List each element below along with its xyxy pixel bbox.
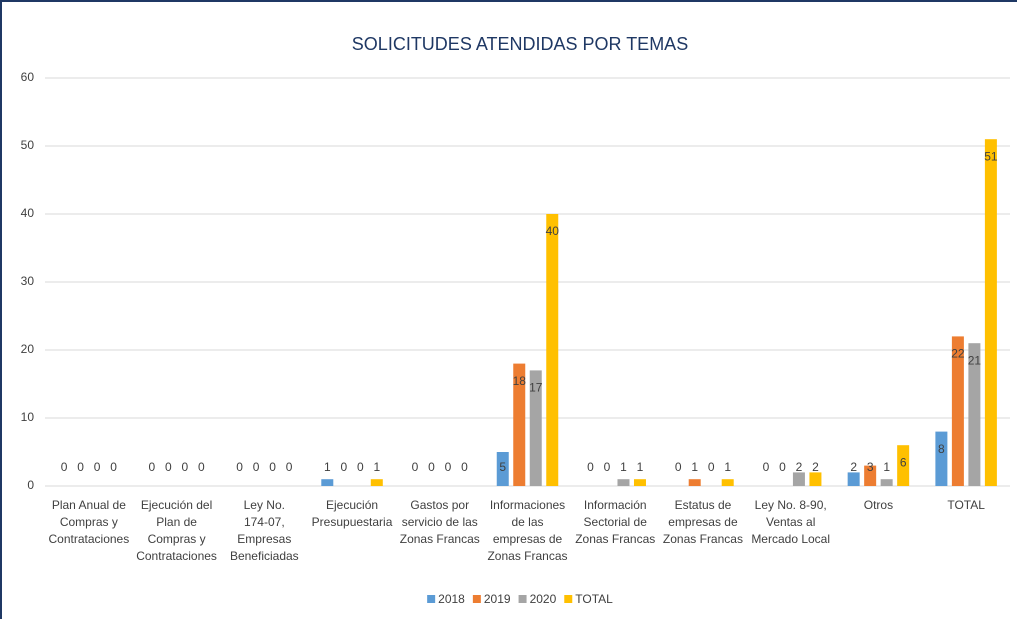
bar: [847, 472, 860, 486]
data-label: 21: [968, 353, 982, 367]
data-label: 1: [883, 460, 890, 474]
data-label: 0: [461, 460, 468, 474]
data-label: 17: [529, 381, 543, 395]
data-label: 0: [110, 460, 117, 474]
data-label: 1: [691, 460, 698, 474]
data-label: 0: [236, 460, 243, 474]
bar: [968, 343, 981, 486]
data-label: 2: [812, 460, 819, 474]
bar: [370, 479, 383, 486]
x-tick-label: Ejecución Presupuestaria: [312, 498, 393, 529]
data-label: 0: [61, 460, 68, 474]
y-tick-label: 0: [27, 478, 34, 492]
data-label: 0: [165, 460, 172, 474]
bar: [935, 431, 948, 486]
bar: [984, 139, 997, 486]
bar: [513, 363, 526, 486]
data-label: 0: [148, 460, 155, 474]
legend-label: 2019: [484, 592, 511, 606]
legend-swatch: [518, 595, 527, 603]
bar: [617, 479, 630, 486]
y-tick-label: 50: [21, 138, 35, 152]
data-label: 1: [637, 460, 644, 474]
data-label: 0: [445, 460, 452, 474]
x-tick-label: Información Sectorial de Zonas Francas: [575, 498, 655, 546]
bar: [809, 472, 822, 486]
data-label: 0: [253, 460, 260, 474]
y-tick-label: 20: [21, 342, 35, 356]
bar: [897, 445, 910, 486]
data-label: 0: [77, 460, 84, 474]
data-label: 0: [675, 460, 682, 474]
bar: [546, 214, 559, 486]
data-label: 0: [604, 460, 611, 474]
data-label: 0: [357, 460, 364, 474]
chart-title: SOLICITUDES ATENDIDAS POR TEMAS: [352, 34, 688, 54]
data-label: 0: [412, 460, 419, 474]
x-tick-label: Informaciones de las empresas de Zonas Fran…: [487, 498, 567, 563]
x-tick-label: Ley No. 8-90, Ventas al Mercado Local: [751, 498, 830, 546]
data-label: 1: [324, 460, 331, 474]
x-tick-label: Estatus de empresas de Zonas Francas: [663, 498, 743, 546]
legend-swatch: [564, 595, 573, 603]
data-label: 0: [181, 460, 188, 474]
data-label: 2: [796, 460, 803, 474]
data-label: 40: [546, 224, 560, 238]
data-label: 22: [951, 347, 965, 361]
x-tick-label: Gastos por servicio de las Zonas Francas: [400, 498, 480, 546]
bar: [688, 479, 701, 486]
data-label: 0: [340, 460, 347, 474]
data-label: 0: [587, 460, 594, 474]
data-label: 0: [94, 460, 101, 474]
data-label: 0: [763, 460, 770, 474]
data-label: 0: [708, 460, 715, 474]
legend-label: 2020: [530, 592, 557, 606]
data-label: 0: [286, 460, 293, 474]
bar: [792, 472, 805, 486]
data-label: 0: [198, 460, 205, 474]
bar: [496, 452, 509, 486]
x-tick-label: Ley No. 174-07, Empresas Beneficiadas: [230, 498, 299, 563]
bar: [633, 479, 646, 486]
legend-swatch: [472, 595, 481, 603]
data-label: 0: [269, 460, 276, 474]
data-label: 0: [428, 460, 435, 474]
data-label: 6: [900, 455, 907, 469]
data-label: 0: [779, 460, 786, 474]
x-tick-label: TOTAL: [947, 498, 985, 512]
x-tick-label: Ejecución del Plan de Compras y Contratacio…: [136, 498, 217, 563]
legend-label: TOTAL: [575, 592, 613, 606]
legend-label: 2018: [438, 592, 465, 606]
bar: [529, 370, 542, 486]
data-label: 18: [513, 374, 527, 388]
data-label: 2: [850, 460, 857, 474]
data-label: 8: [938, 442, 945, 456]
legend: 2018 2019 2020 TOTAL: [427, 592, 613, 606]
x-tick-label: Otros: [864, 498, 893, 512]
bar: [321, 479, 334, 486]
bar: [721, 479, 734, 486]
bar: [864, 465, 877, 486]
legend-swatch: [427, 595, 436, 603]
data-label: 5: [499, 460, 506, 474]
bar: [951, 336, 964, 486]
x-tick-label: Plan Anual de Compras y Contrataciones: [49, 498, 130, 546]
data-label: 1: [724, 460, 731, 474]
y-tick-label: 10: [21, 410, 35, 424]
data-label: 1: [620, 460, 627, 474]
bar: [880, 479, 893, 486]
data-label: 1: [373, 460, 380, 474]
y-tick-label: 60: [21, 70, 35, 84]
y-tick-label: 40: [21, 206, 35, 220]
data-label: 51: [984, 149, 998, 163]
data-label: 3: [867, 460, 874, 474]
y-tick-label: 30: [21, 274, 35, 288]
